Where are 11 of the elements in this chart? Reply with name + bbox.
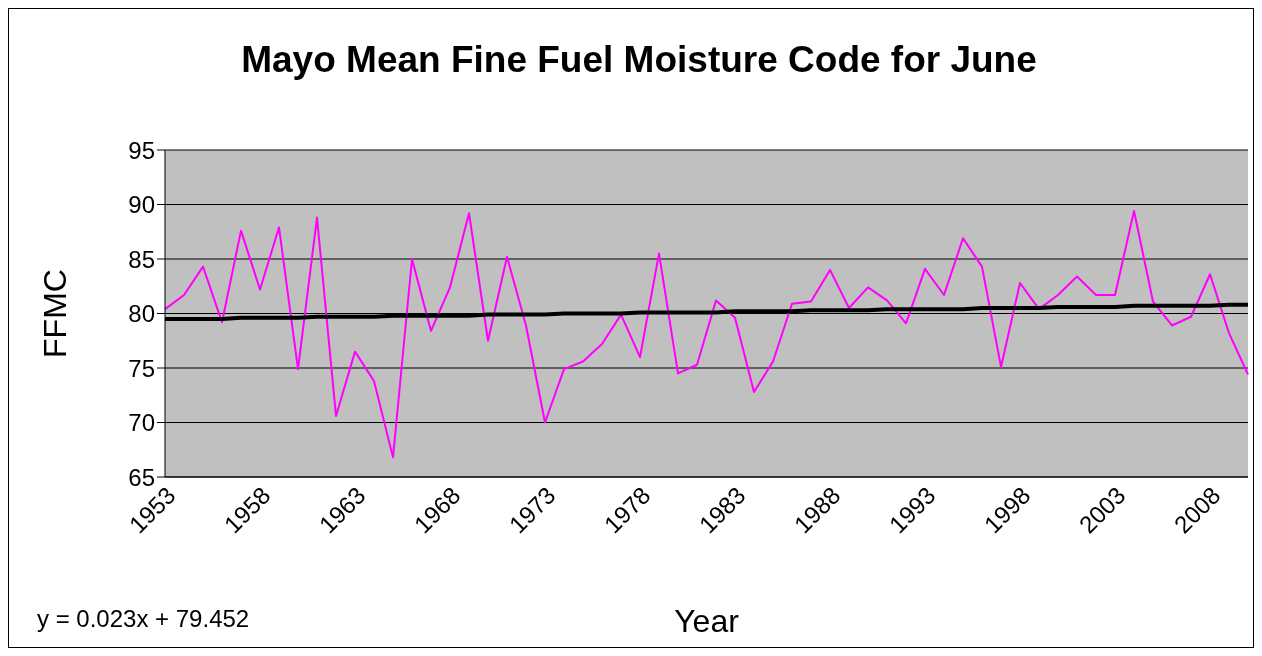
y-tick-label: 65 — [128, 463, 155, 491]
y-tick-label: 90 — [128, 191, 155, 219]
text: y = 0.023x + 79.452 — [37, 605, 250, 633]
y-tick-label: 85 — [128, 245, 155, 273]
chart-title: Mayo Mean Fine Fuel Moisture Code for June — [240, 39, 1038, 81]
y-axis-title: FFMC — [37, 269, 74, 358]
y-tick-label: 80 — [128, 300, 155, 328]
y-tick-label: 95 — [128, 136, 155, 164]
x-axis-title: Year — [674, 603, 740, 639]
y-tick-label: 70 — [128, 409, 155, 437]
y-tick-label: 75 — [128, 354, 155, 382]
